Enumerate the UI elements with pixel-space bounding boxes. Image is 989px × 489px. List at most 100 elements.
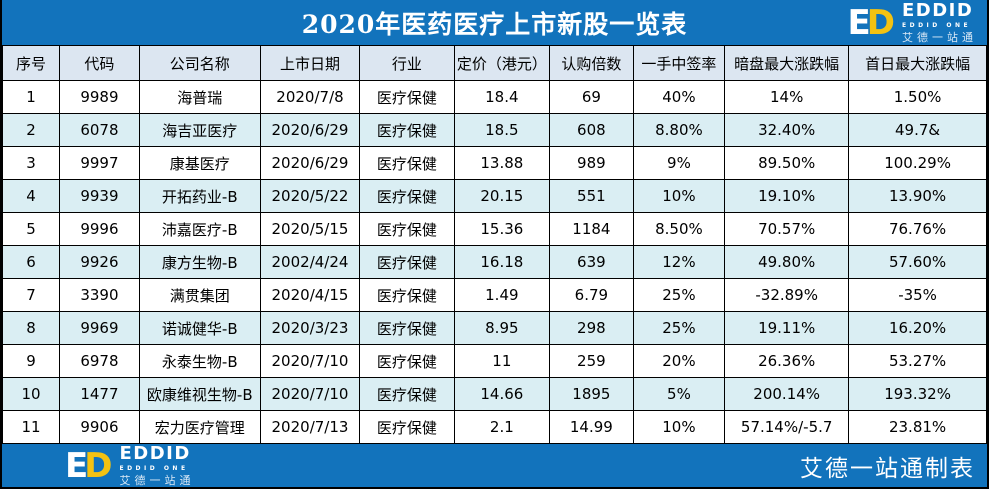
table-cell: -32.89% [724, 278, 850, 312]
eddid-logo-footer: E D EDDID EDDID ONE 艾德一站通 [65, 443, 194, 487]
column-header: 上市日期 [259, 45, 361, 81]
column-header: 认购倍数 [549, 45, 634, 81]
table-cell: 永泰生物-B [138, 344, 261, 378]
table-cell: -35% [848, 278, 987, 312]
table-cell: 9906 [59, 410, 140, 444]
table-row: 8 9969 诺诚健华-B 2020/3/23 医疗保健 8.95 298 25% 19.11%… [2, 311, 987, 345]
logo-letter-d: D [84, 445, 113, 486]
column-header: 代码 [59, 45, 140, 81]
table-cell: 医疗保健 [359, 377, 455, 411]
table-cell: 100.29% [848, 146, 987, 180]
table-cell: 宏力医疗管理 [138, 410, 261, 444]
table-header: 序号 代码 公司名称 上市日期 行业 定价（港元） 认购倍数 一手中签率 暗盘最大涨跌幅 首日最大… [2, 45, 987, 81]
table-cell: 1.49 [453, 278, 551, 312]
column-header: 暗盘最大涨跌幅 [724, 45, 850, 81]
logo-brand-name: EDDID [119, 443, 191, 464]
table-cell: 2020/7/8 [259, 80, 361, 114]
table-cell: 608 [549, 113, 634, 147]
table-cell: 298 [549, 311, 634, 345]
table-cell: 2002/4/24 [259, 245, 361, 279]
table-cell: 14.99 [549, 410, 634, 444]
table-cell: 1477 [59, 377, 140, 411]
table-cell: 551 [549, 179, 634, 213]
table-cell: 16.18 [453, 245, 551, 279]
table-cell: 3 [2, 146, 61, 180]
table-cell: 49.7& [848, 113, 987, 147]
table-cell: 医疗保健 [359, 146, 455, 180]
table-cell: 25% [632, 311, 726, 345]
table-cell: 53.27% [848, 344, 987, 378]
column-header: 公司名称 [138, 45, 261, 81]
table-cell: 14.66 [453, 377, 551, 411]
table-cell: 8.95 [453, 311, 551, 345]
table-cell: 23.81% [848, 410, 987, 444]
table-cell: 医疗保健 [359, 311, 455, 345]
table-cell: 9926 [59, 245, 140, 279]
table-cell: 26.36% [724, 344, 850, 378]
table-cell: 20% [632, 344, 726, 378]
table-cell: 诺诚健华-B [138, 311, 261, 345]
table-cell: 19.10% [724, 179, 850, 213]
table-cell: 医疗保健 [359, 80, 455, 114]
table-cell: 57.60% [848, 245, 987, 279]
table-cell: 3390 [59, 278, 140, 312]
table-row: 1 9989 海普瑞 2020/7/8 医疗保健 18.4 69 40% 14% 1.50% [2, 80, 987, 114]
logo-brand-name: EDDID [902, 0, 974, 21]
table-cell: 2020/7/10 [259, 344, 361, 378]
table-cell: 9997 [59, 146, 140, 180]
table-row: 5 9996 沛嘉医疗-B 2020/5/15 医疗保健 15.36 1184 8.50% 70… [2, 212, 987, 246]
table-cell: 海吉亚医疗 [138, 113, 261, 147]
table-cell: 7 [2, 278, 61, 312]
title-bar: 2020年医药医疗上市新股一览表 E D EDDID EDDID ONE 艾德一… [2, 0, 987, 45]
table-cell: 25% [632, 278, 726, 312]
table-row: 4 9939 开拓药业-B 2020/5/22 医疗保健 20.15 551 10% 19.10… [2, 179, 987, 213]
table-cell: 医疗保健 [359, 410, 455, 444]
table-cell: 13.90% [848, 179, 987, 213]
logo-letter-d: D [866, 2, 895, 43]
column-header: 定价（港元） [453, 45, 551, 81]
table-cell: 40% [632, 80, 726, 114]
logo-cn-name: 艾德一站通 [902, 31, 977, 44]
column-header: 序号 [2, 45, 61, 81]
logo-subtitle: EDDID ONE [119, 465, 189, 472]
table-row: 9 6978 永泰生物-B 2020/7/10 医疗保健 11 259 20% 26.36% 53… [2, 344, 987, 378]
table-cell: 康基医疗 [138, 146, 261, 180]
table-row: 10 1477 欧康维视生物-B 2020/7/10 医疗保健 14.66 1895 5% 20… [2, 377, 987, 411]
table-cell: 10 [2, 377, 61, 411]
table-cell: 11 [2, 410, 61, 444]
table-cell: 6978 [59, 344, 140, 378]
table-row: 11 9906 宏力医疗管理 2020/7/13 医疗保健 2.1 14.99 10% 57.1… [2, 410, 987, 444]
table-cell: 639 [549, 245, 634, 279]
table-cell: 医疗保健 [359, 344, 455, 378]
table-cell: 10% [632, 179, 726, 213]
logo-text: EDDID EDDID ONE 艾德一站通 [119, 443, 194, 487]
table-cell: 开拓药业-B [138, 179, 261, 213]
table-cell: 8.80% [632, 113, 726, 147]
table-cell: 12% [632, 245, 726, 279]
table-cell: 1 [2, 80, 61, 114]
table-cell: 5% [632, 377, 726, 411]
table-cell: 15.36 [453, 212, 551, 246]
table-cell: 2020/4/15 [259, 278, 361, 312]
table-cell: 2020/5/15 [259, 212, 361, 246]
table-cell: 10% [632, 410, 726, 444]
table-cell: 69 [549, 80, 634, 114]
eddid-logo-icon: E D [848, 6, 895, 40]
table-cell: 9969 [59, 311, 140, 345]
table-cell: 沛嘉医疗-B [138, 212, 261, 246]
table-cell: 8 [2, 311, 61, 345]
table-cell: 18.4 [453, 80, 551, 114]
table-cell: 6078 [59, 113, 140, 147]
table-cell: 满贯集团 [138, 278, 261, 312]
table-cell: 2020/7/10 [259, 377, 361, 411]
table-cell: 6.79 [549, 278, 634, 312]
table-cell: 1.50% [848, 80, 987, 114]
table-cell: 医疗保健 [359, 245, 455, 279]
table-cell: 2 [2, 113, 61, 147]
table-cell: 18.5 [453, 113, 551, 147]
logo-letter-e: E [65, 445, 89, 486]
table-cell: 5 [2, 212, 61, 246]
table-cell: 8.50% [632, 212, 726, 246]
logo-letter-e: E [847, 2, 871, 43]
